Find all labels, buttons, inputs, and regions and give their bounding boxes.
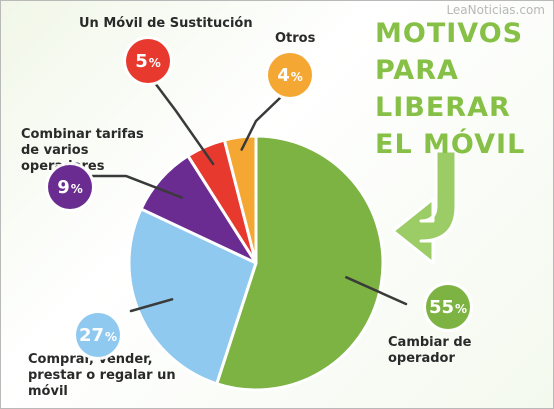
headline-line: EL MÓVIL xyxy=(375,129,526,160)
value-number: 5 xyxy=(135,50,148,72)
slice-label-otros: Otros xyxy=(275,31,316,46)
value-bubble-sustitucion: 5% xyxy=(126,39,170,83)
percent-sign: % xyxy=(148,55,161,70)
percent-sign: % xyxy=(70,181,83,196)
percent-sign: % xyxy=(290,69,303,84)
leader-line-sustitucion xyxy=(153,81,215,166)
percent-sign: % xyxy=(455,301,468,316)
slice-label-combinar: Combinar tarifas de varios operadores xyxy=(21,127,144,174)
leader-line-comprar xyxy=(129,298,174,313)
value-number: 27 xyxy=(78,324,105,346)
value-bubble-cambiar: 55% xyxy=(426,285,470,329)
slice-label-sustitucion: Un Móvil de Sustitución xyxy=(79,16,253,31)
leader-line-cambiar xyxy=(345,276,408,306)
watermark: LeaNoticias.com xyxy=(446,3,545,17)
value-bubble-otros: 4% xyxy=(268,53,312,97)
headline-line: MOTIVOS xyxy=(375,18,524,49)
leader-line-combinar xyxy=(90,174,183,199)
value-number: 4 xyxy=(277,64,290,86)
value-number: 9 xyxy=(57,176,70,198)
value-bubble-combinar: 9% xyxy=(48,165,92,209)
value-number: 55 xyxy=(428,296,455,318)
leader-line-otros xyxy=(240,95,283,151)
slice-label-cambiar: Cambiar de operador xyxy=(388,335,472,366)
percent-sign: % xyxy=(105,329,118,344)
pie-slice-comprar xyxy=(127,207,258,386)
value-bubble-comprar: 27% xyxy=(76,313,120,357)
headline-line: LIBERAR xyxy=(375,92,511,123)
pie-slice-otros xyxy=(222,134,258,265)
headline-line: PARA xyxy=(375,55,459,86)
pie-slice-cambiar xyxy=(215,134,385,392)
headline-arrow xyxy=(391,149,458,265)
slice-label-comprar: Comprar, vender, prestar o regalar un mó… xyxy=(28,352,176,399)
headline: MOTIVOS PARA LIBERAR EL MÓVIL xyxy=(375,15,545,163)
